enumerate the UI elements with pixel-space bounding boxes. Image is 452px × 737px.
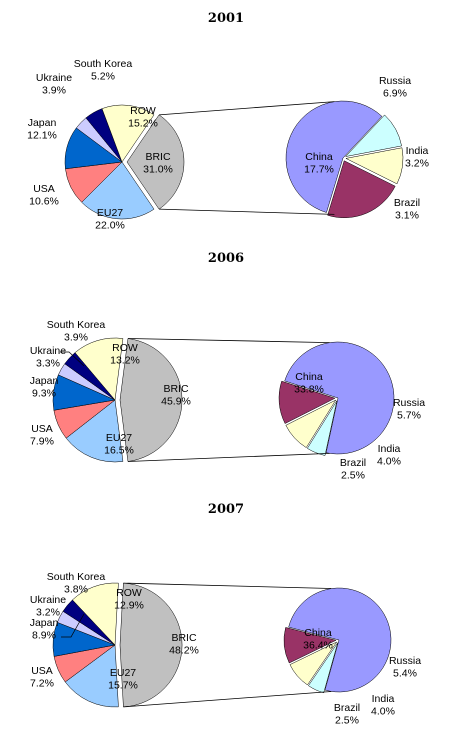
- label-japan: Japan 8.9%: [30, 617, 59, 642]
- label-usa: USA 10.6%: [29, 183, 59, 208]
- slice-row: [101, 104, 155, 163]
- slice-eu27: [65, 399, 124, 463]
- breakout-label-india: India 4.0%: [377, 443, 401, 468]
- slice-row: [74, 337, 124, 401]
- label-ukraine: Ukraine 3.3%: [30, 345, 66, 370]
- label-bric: BRIC 48.2%: [169, 632, 199, 657]
- breakout-label-china: China 33.8%: [294, 371, 324, 396]
- breakout-slice-brazil: [306, 400, 338, 456]
- label-ukraine: Ukraine 3.9%: [36, 72, 72, 97]
- breakout-slice-russia: [278, 380, 336, 424]
- breakout-slice-china: [288, 587, 392, 693]
- connector-line-top: [123, 582, 332, 589]
- breakout-label-russia: Russia 6.9%: [379, 75, 411, 100]
- leader-line-ukraine: [61, 613, 85, 638]
- label-usa: USA 7.9%: [30, 423, 54, 448]
- chart-title: 2006: [208, 251, 244, 266]
- slice-row: [72, 582, 119, 646]
- slice-eu27: [81, 161, 155, 220]
- label-japan: Japan 12.1%: [27, 117, 57, 142]
- connector-line-bottom: [127, 453, 330, 462]
- connector-line-bottom: [123, 691, 332, 708]
- label-south-korea: South Korea 3.9%: [47, 319, 106, 344]
- label-eu27: EU27 15.7%: [108, 667, 138, 692]
- breakout-label-brazil: Brazil 2.5%: [340, 457, 366, 482]
- breakout-label-brazil: Brazil 2.5%: [334, 702, 360, 727]
- label-row: ROW 15.2%: [128, 105, 158, 130]
- chart-title: 2007: [208, 502, 244, 517]
- slice-bric: [119, 338, 183, 462]
- chart-2006: 2006 BRIC 45.9% EU27 16.5% USA 7.9% Japan 9.3% Uk…: [30, 251, 426, 482]
- breakout-label-china: China 17.7%: [304, 151, 334, 176]
- breakout-label-india: India 3.2%: [405, 145, 429, 170]
- breakout-slice-russia: [327, 160, 396, 218]
- chart-title: 2001: [208, 11, 244, 26]
- label-eu27: EU27 16.5%: [104, 432, 134, 457]
- slice-bric: [126, 114, 185, 210]
- connector-line-top: [158, 101, 335, 116]
- breakout-label-russia: Russia 5.4%: [389, 655, 421, 680]
- breakout-label-russia: Russia 5.7%: [393, 397, 425, 422]
- slice-eu27: [64, 644, 119, 708]
- chart-2007: 2007 BRIC 48.2% EU27 15.7% USA 7.2% Japan 8.9%Uk…: [30, 502, 422, 727]
- label-ukraine: Ukraine 3.2%: [30, 594, 66, 619]
- label-usa: USA 7.2%: [30, 665, 54, 690]
- label-south-korea: South Korea 3.8%: [47, 571, 106, 596]
- breakout-slice-india: [285, 399, 337, 448]
- breakout-slice-india: [289, 641, 338, 686]
- breakout-slice-brazil: [308, 642, 338, 694]
- breakout-slice-russia: [283, 627, 337, 664]
- connector-line-top: [127, 338, 330, 343]
- breakout-slice-brazil: [344, 114, 402, 157]
- label-japan: Japan 9.3%: [30, 375, 59, 400]
- label-bric: BRIC 45.9%: [161, 383, 191, 408]
- label-eu27: EU27 22.0%: [95, 207, 125, 232]
- label-bric: BRIC 31.0%: [143, 151, 173, 176]
- connector-line-bottom: [158, 208, 335, 215]
- breakout-label-brazil: Brazil 3.1%: [394, 197, 420, 222]
- breakout-label-china: China 36.4%: [303, 627, 333, 652]
- label-row: ROW 13.2%: [110, 342, 140, 367]
- breakout-slice-china: [285, 100, 383, 213]
- breakout-slice-india: [345, 147, 404, 185]
- label-row: ROW 12.9%: [114, 587, 144, 612]
- label-south-korea: South Korea 5.2%: [74, 58, 133, 83]
- chart-2001: 2001 BRIC 31.0% EU27 22.0% USA 10.6% Japan 12.1%…: [27, 11, 429, 232]
- breakout-label-india: India 4.0%: [371, 693, 395, 718]
- leader-line-ukraine: [60, 351, 85, 367]
- slice-bric: [119, 582, 183, 708]
- breakout-slice-china: [284, 341, 395, 455]
